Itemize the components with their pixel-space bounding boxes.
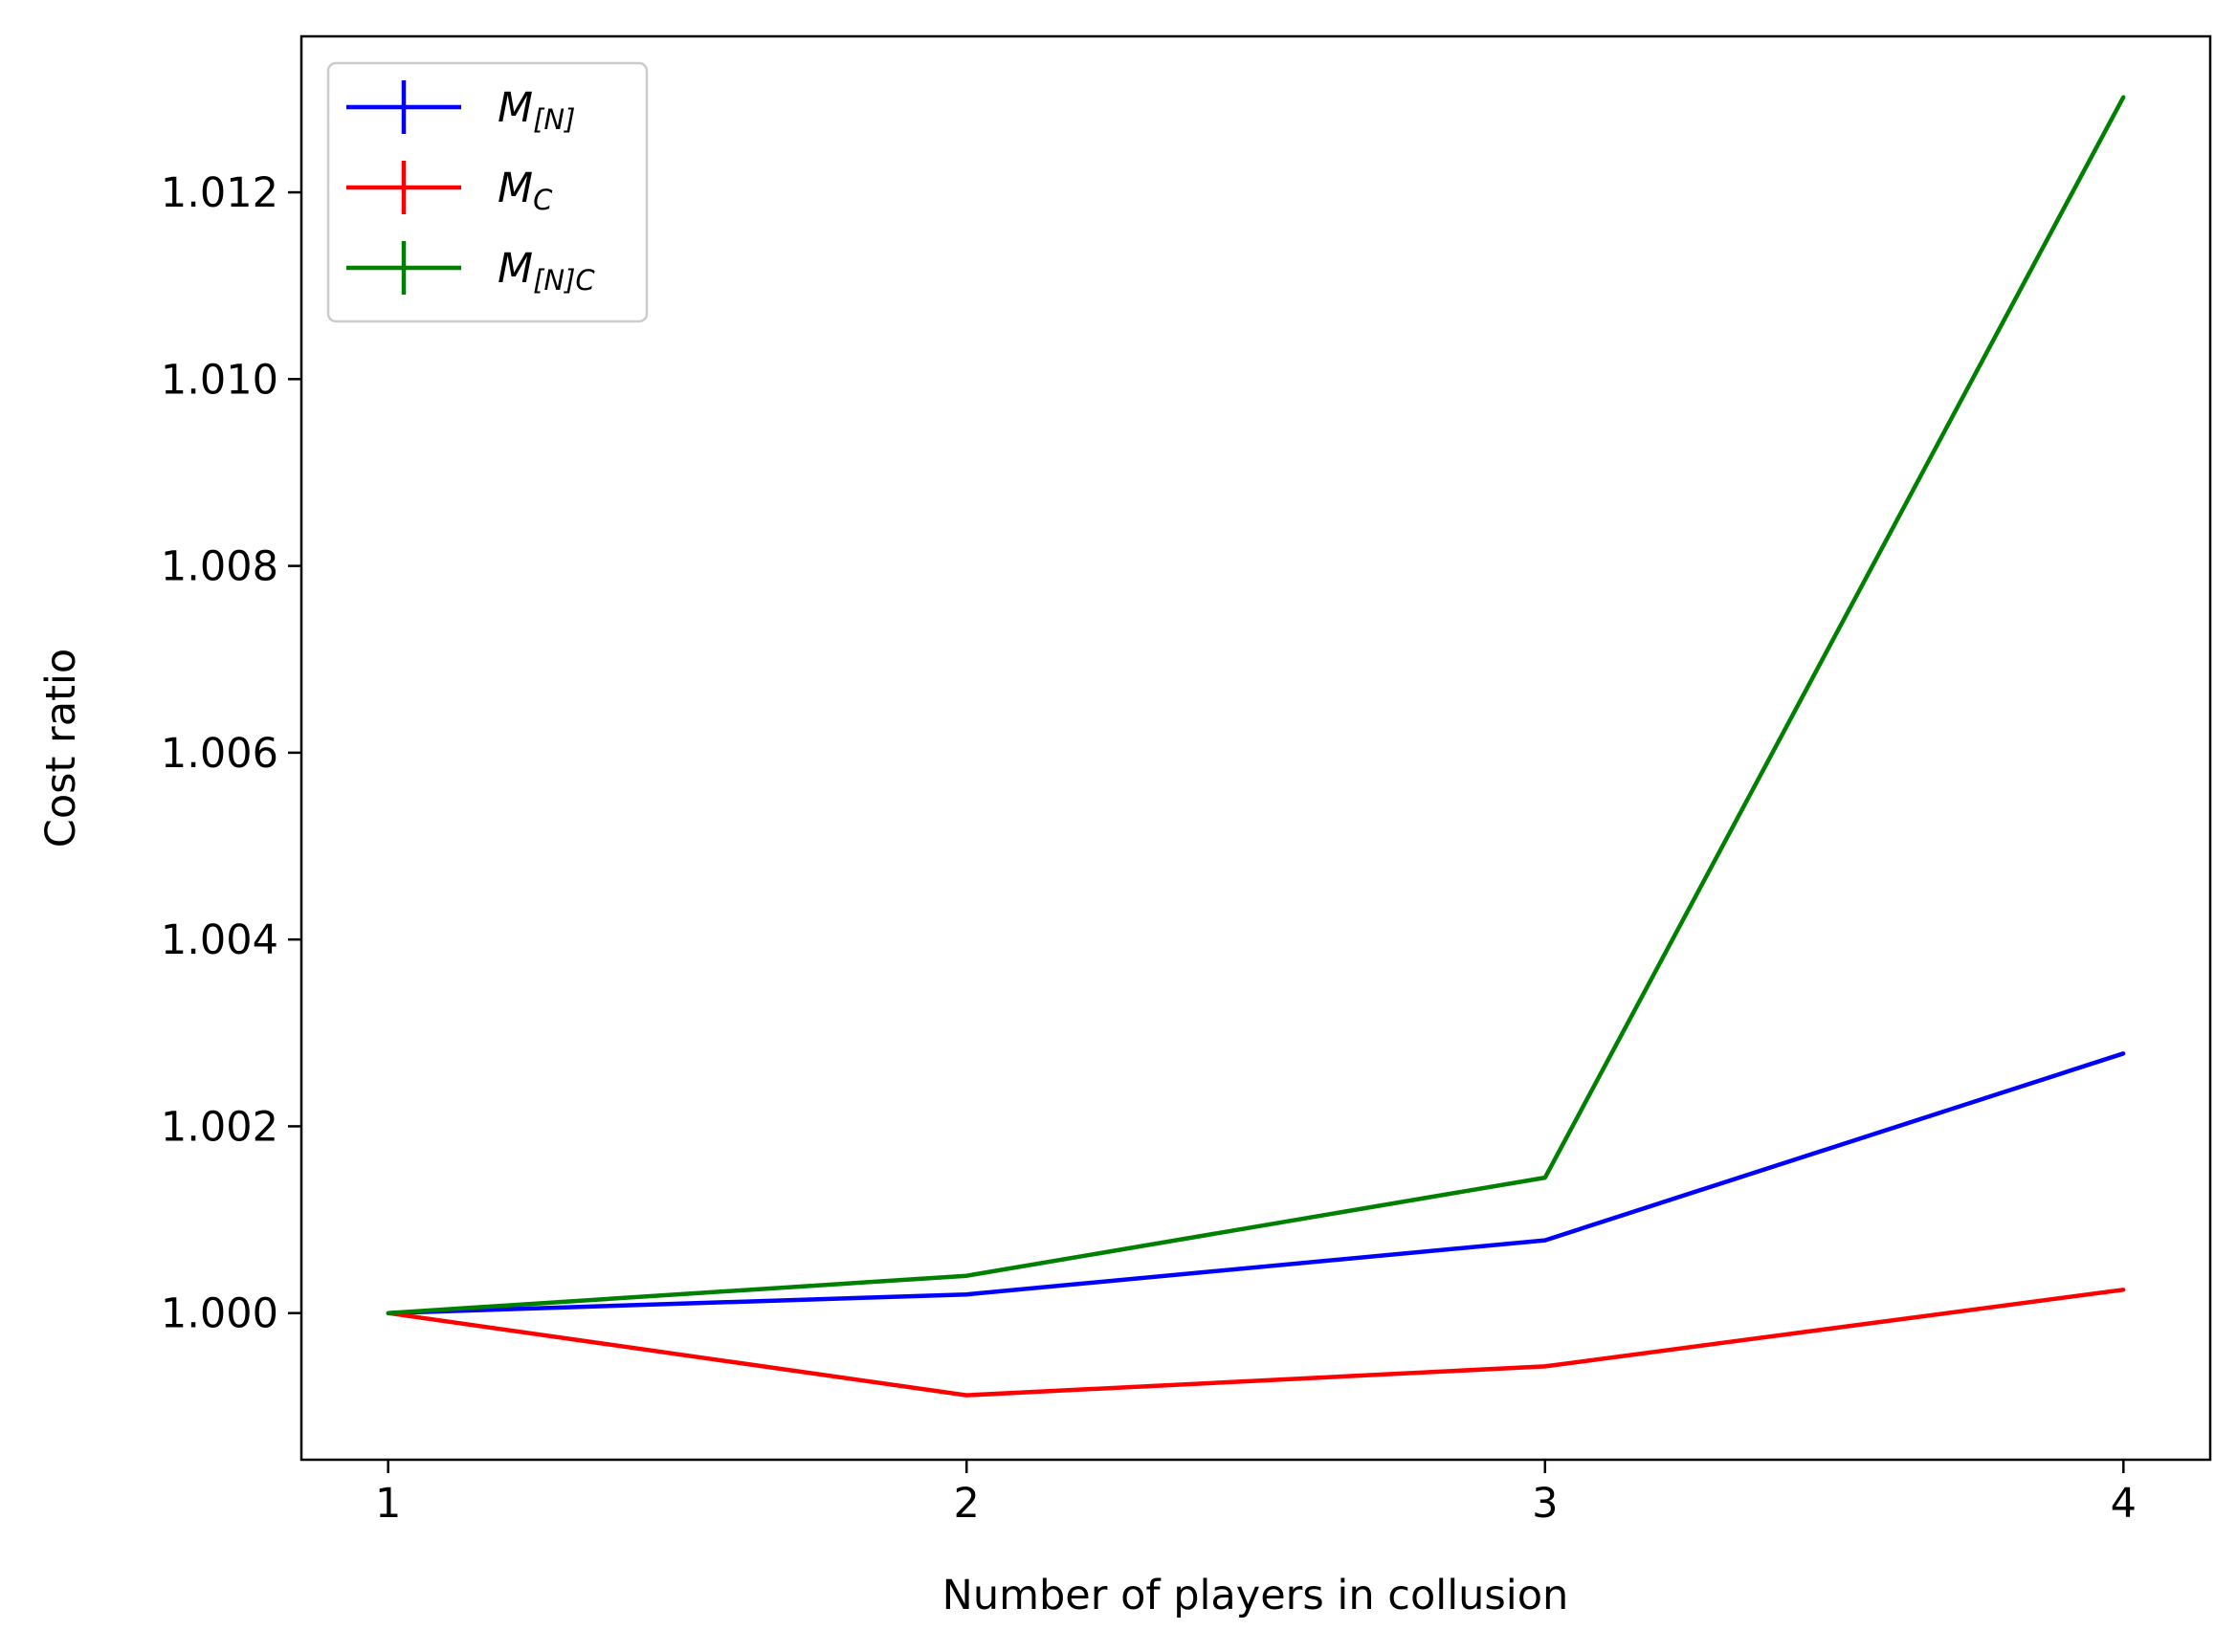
y-tick-label: 1.008 xyxy=(161,543,278,591)
legend-item: M[N]C xyxy=(346,241,595,297)
y-tick-label: 1.012 xyxy=(161,169,278,217)
y-tick-label: 1.000 xyxy=(161,1290,278,1338)
legend-item: M[N] xyxy=(346,80,575,136)
axis-ticks: 1 2 3 4 1.000 1.002 1.004 1.006 1.008 1.010 1.012 xyxy=(161,169,2137,1528)
series-line-2 xyxy=(388,1288,2124,1398)
x-tick-label: 4 xyxy=(2111,1480,2137,1528)
data-point xyxy=(2121,1288,2126,1292)
series-line-1 xyxy=(388,1051,2124,1315)
data-point xyxy=(964,1292,969,1297)
data-point xyxy=(964,1273,969,1278)
legend-label-main: M xyxy=(498,165,533,212)
x-tick-label: 3 xyxy=(1532,1480,1558,1528)
data-point xyxy=(964,1393,969,1398)
legend-label: M[N]C xyxy=(498,245,595,297)
plot-frame xyxy=(299,34,2212,1462)
legend-label-main: M xyxy=(498,245,533,293)
y-tick-label: 1.004 xyxy=(161,916,278,964)
data-point xyxy=(2121,1051,2126,1056)
legend-label-main: M xyxy=(498,84,533,132)
legend-label: M[N] xyxy=(498,84,575,136)
data-point xyxy=(1542,1176,1547,1180)
x-axis-label: Number of players in collusion xyxy=(942,1572,1569,1619)
legend-label-sub: [N]C xyxy=(533,264,595,297)
legend-label-sub: [N] xyxy=(533,103,575,136)
data-point xyxy=(1542,1238,1547,1243)
series-lines xyxy=(386,95,2126,1398)
series-line-3 xyxy=(388,96,2126,1315)
legend-label-sub: C xyxy=(533,184,553,216)
data-point xyxy=(1542,1364,1547,1369)
x-tick-label: 1 xyxy=(375,1480,401,1528)
x-tick-label: 2 xyxy=(954,1480,980,1528)
y-tick-label: 1.006 xyxy=(161,730,278,778)
legend-box xyxy=(326,61,649,323)
y-tick-label: 1.010 xyxy=(161,356,278,404)
legend-item: MC xyxy=(346,161,553,216)
y-axis-label: Cost ratio xyxy=(37,649,85,848)
y-tick-label: 1.002 xyxy=(161,1103,278,1151)
legend: M[N]MCM[N]C xyxy=(326,61,649,323)
legend-label: MC xyxy=(498,165,553,216)
data-point xyxy=(2121,95,2126,99)
data-point xyxy=(386,1311,390,1315)
